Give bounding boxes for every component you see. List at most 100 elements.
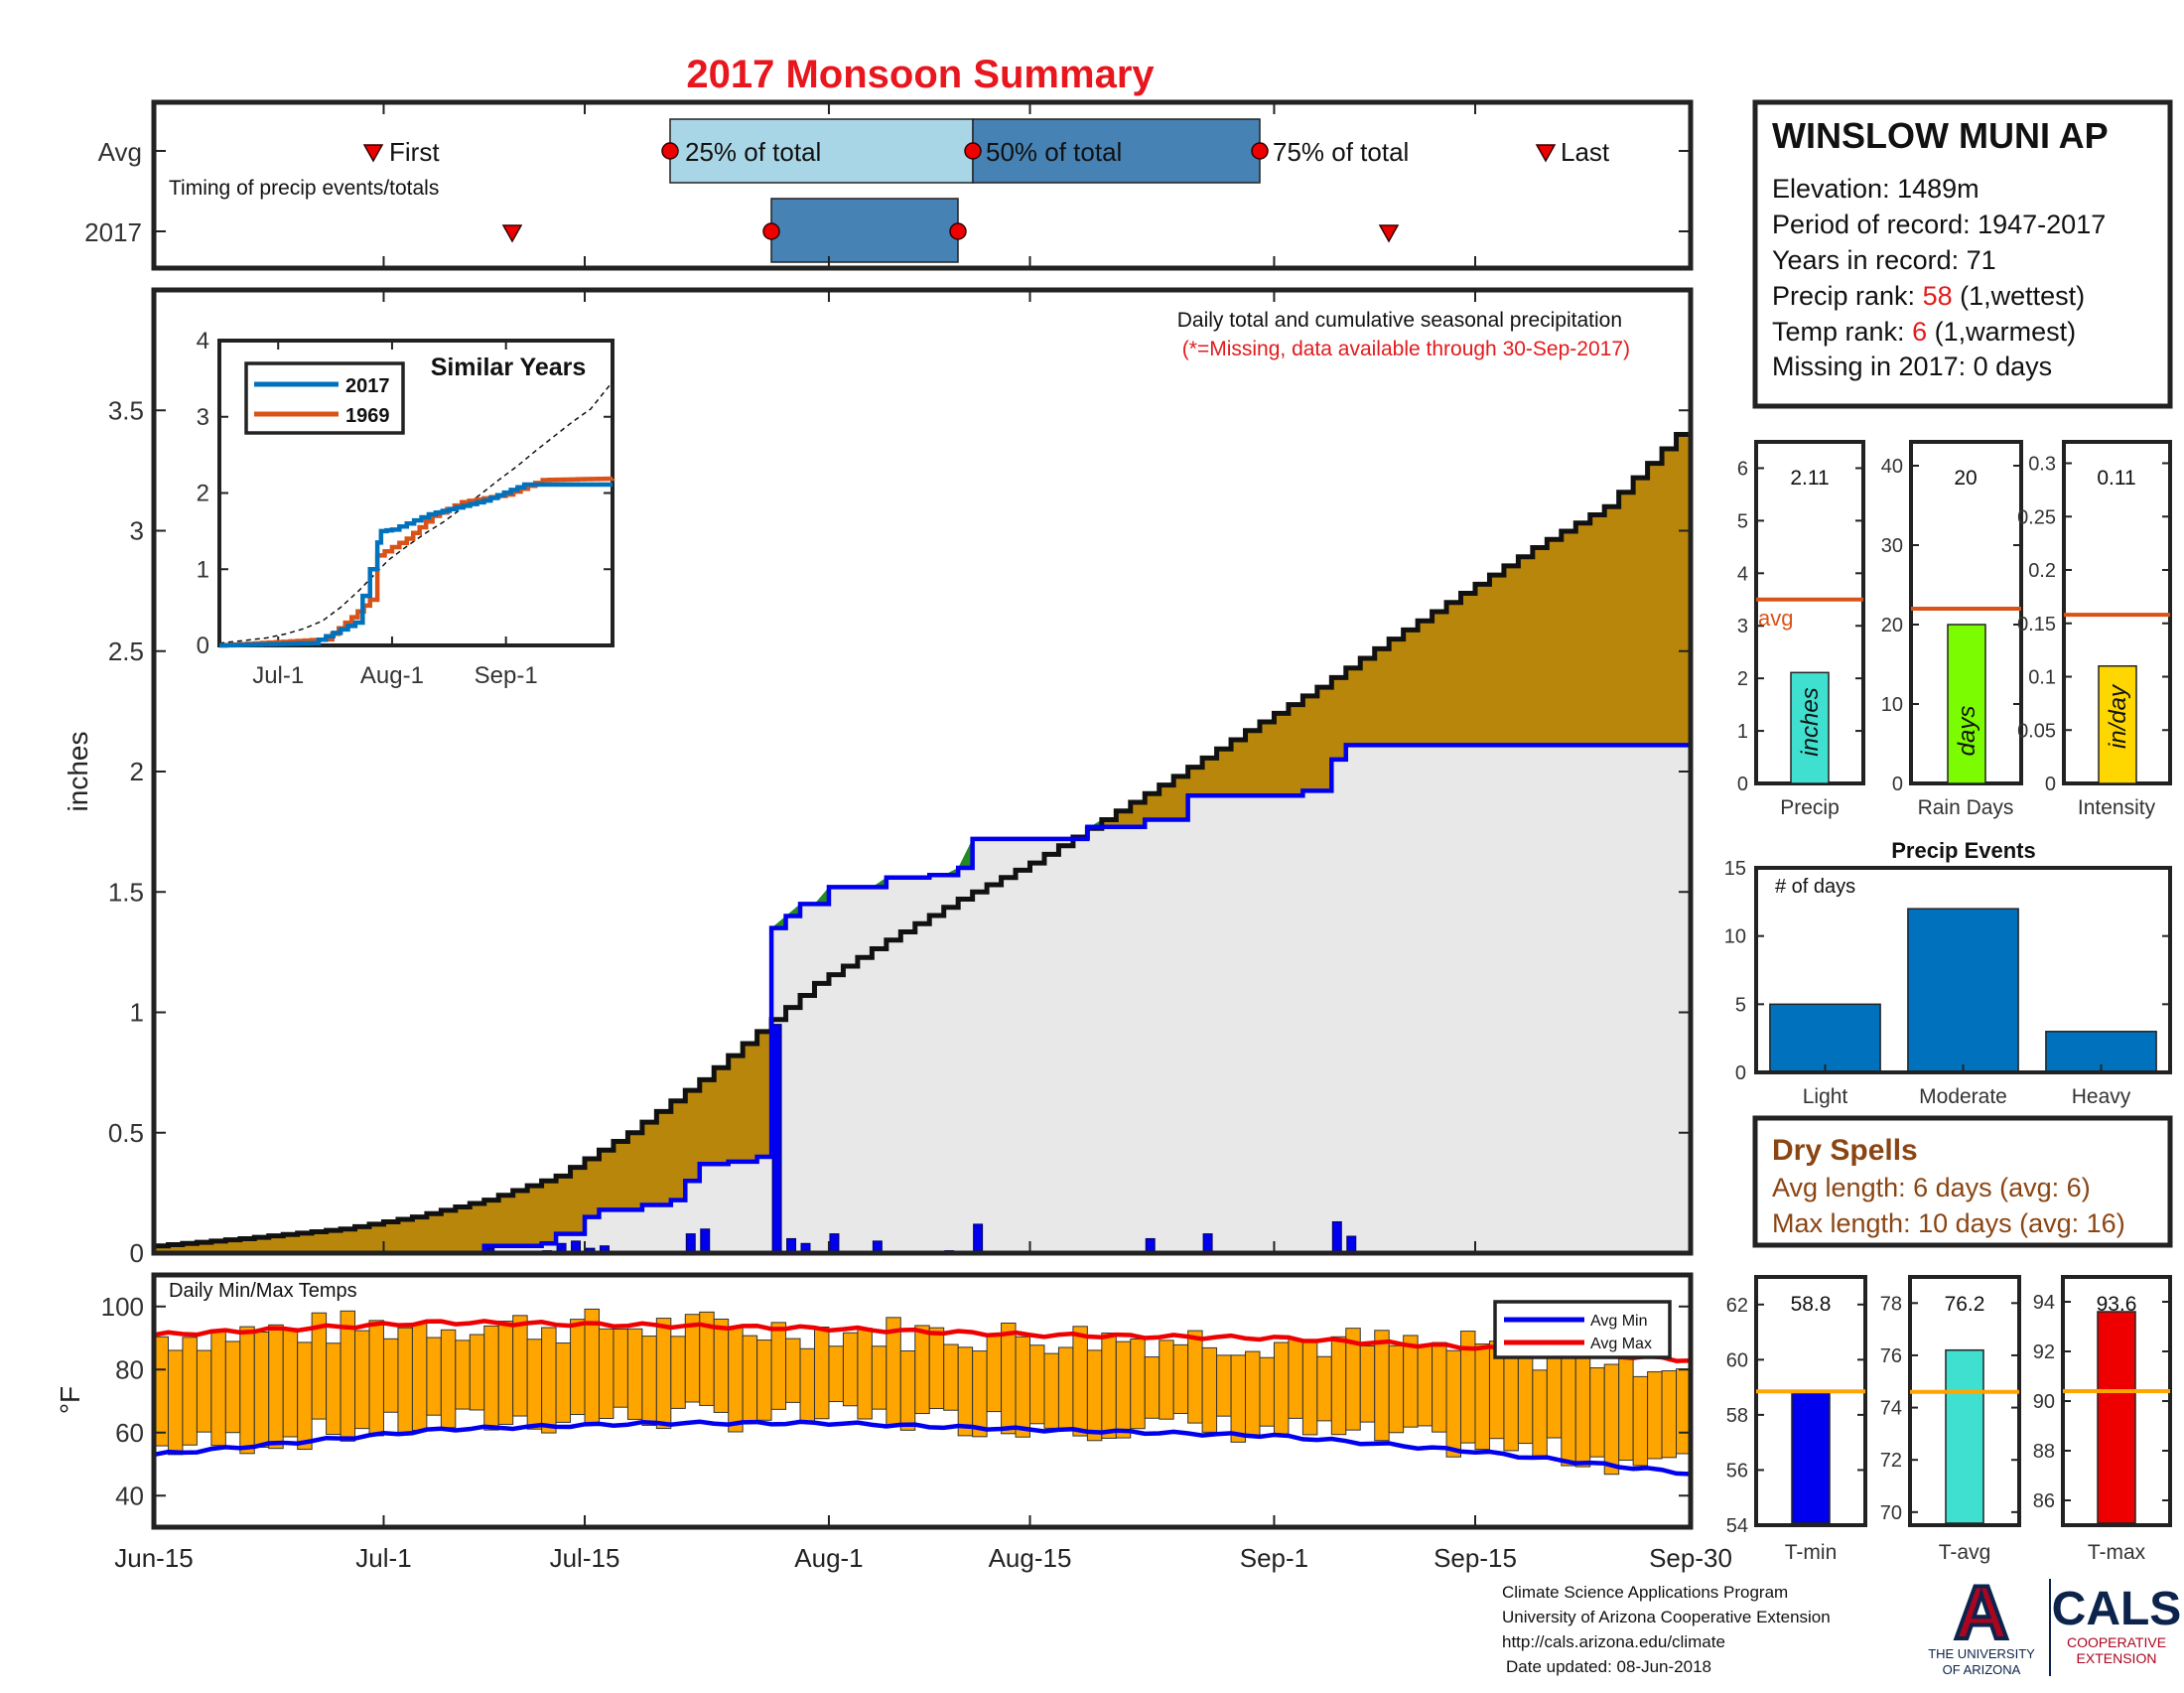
intensity-summary-bar bbox=[2098, 665, 2137, 784]
cals-sub-2: EXTENSION bbox=[2077, 1650, 2157, 1666]
temp-summary-y-tick-label: 92 bbox=[2033, 1341, 2055, 1363]
daily-temp-bar bbox=[368, 1320, 384, 1437]
dry-spells-max: Max length: 10 days (avg: 16) bbox=[1772, 1208, 2125, 1238]
daily-temp-bars bbox=[153, 1308, 1692, 1476]
precip-y-tick-label: 1.5 bbox=[108, 877, 144, 907]
dry-spells-title: Dry Spells bbox=[1772, 1134, 1918, 1167]
raindays-summary-xlabel: Rain Days bbox=[1918, 796, 2014, 819]
daily-temp-bar bbox=[1647, 1371, 1663, 1460]
tmax-value: 93.6 bbox=[2097, 1293, 2137, 1316]
avg-min-line bbox=[153, 1419, 1692, 1477]
tmin-axis: 54 56 58 60 62 bbox=[1726, 1295, 1865, 1537]
daily-temp-bar bbox=[397, 1327, 413, 1436]
daily-temp-bar bbox=[1316, 1355, 1332, 1422]
daily-temp-bar bbox=[626, 1328, 643, 1420]
daily-temp-bar bbox=[512, 1315, 528, 1417]
tmin-bar bbox=[1791, 1391, 1831, 1524]
last-label: Last bbox=[1561, 137, 1610, 167]
avg-50-marker bbox=[964, 142, 982, 160]
daily-temp-bar bbox=[1632, 1375, 1649, 1467]
daily-temp-bar bbox=[770, 1322, 787, 1410]
precip-summary-axis: 0 1 2 3 4 5 6 bbox=[1737, 458, 1863, 795]
legend-1969-label: 1969 bbox=[345, 405, 390, 427]
daily-temp-bar bbox=[411, 1323, 428, 1432]
daily-temp-bar bbox=[210, 1330, 226, 1447]
precip-rank-suffix: (1,wettest) bbox=[1953, 281, 2086, 311]
legend-avgmin-label: Avg Min bbox=[1590, 1313, 1648, 1330]
cumulative-2017-line bbox=[154, 743, 1691, 1256]
intensity-summary-unit: in/day bbox=[2105, 683, 2131, 749]
daily-temp-bar bbox=[1001, 1322, 1017, 1435]
ua-text-1: THE UNIVERSITY bbox=[1928, 1646, 2035, 1661]
daily-temp-bar bbox=[1015, 1336, 1031, 1438]
intensity-summary-panel: 0 0.05 0.1 0.15 0.2 0.25 0.3 0.11 in/day Inten… bbox=[2017, 440, 2172, 819]
daily-temp-bar bbox=[1259, 1356, 1275, 1427]
precip-summary-panel: 0 1 2 3 4 5 6 2.11 inches avg Precip bbox=[1737, 440, 1865, 819]
daily-temp-bar bbox=[282, 1328, 299, 1438]
cals-sub-1: COOPERATIVE bbox=[2067, 1634, 2166, 1650]
summary-y-tick-label: 2 bbox=[1737, 668, 1748, 690]
tmin-value: 58.8 bbox=[1791, 1293, 1832, 1316]
inset-avg-line bbox=[218, 380, 614, 644]
precip-frame bbox=[151, 287, 1694, 1256]
inset-y-tick-label: 2 bbox=[197, 481, 209, 507]
daily-temp-bar bbox=[440, 1329, 457, 1429]
events-axis: Light Moderate Heavy 0 5 10 15 bbox=[1724, 858, 2170, 1108]
daily-temp-bar bbox=[1187, 1330, 1203, 1424]
daily-temp-bar bbox=[1474, 1343, 1490, 1451]
daily-temp-bar bbox=[584, 1308, 600, 1425]
event-category-label: Moderate bbox=[1919, 1085, 2007, 1108]
precip-summary-value: 2.11 bbox=[1790, 467, 1829, 490]
station-elevation: Elevation: 1489m bbox=[1772, 174, 1979, 204]
footer: Climate Science Applications Program Uni… bbox=[1502, 1583, 1831, 1676]
inset-title: Similar Years bbox=[431, 353, 587, 381]
daily-temp-bar bbox=[182, 1337, 198, 1446]
temp-summary-y-tick-label: 60 bbox=[1726, 1349, 1748, 1371]
daily-temp-bar bbox=[297, 1341, 313, 1451]
date-tick-label: Sep-15 bbox=[1433, 1543, 1517, 1573]
precip-rank-label: Precip rank: bbox=[1772, 281, 1923, 311]
daily-temp-bar bbox=[1029, 1344, 1045, 1425]
p75-label: 75% of total bbox=[1273, 137, 1409, 167]
temp-summary-y-tick-label: 94 bbox=[2033, 1292, 2055, 1314]
p50-label: 50% of total bbox=[986, 137, 1122, 167]
daily-temp-bar bbox=[1301, 1340, 1318, 1436]
precip-y-tick-label: 2 bbox=[130, 757, 144, 786]
daily-temp-bar bbox=[555, 1342, 572, 1423]
legend-avgmax-label: Avg Max bbox=[1590, 1336, 1652, 1352]
dry-spells-frame bbox=[1752, 1115, 2173, 1248]
daily-temp-bar bbox=[986, 1334, 1003, 1413]
avg-50-75-box bbox=[972, 118, 1261, 184]
avg-25-50-box bbox=[669, 118, 974, 184]
daily-temp-bar bbox=[914, 1325, 930, 1415]
daily-precip-bar bbox=[685, 1233, 696, 1254]
daily-temp-bar bbox=[354, 1330, 370, 1430]
inset-x-tick-label: Sep-1 bbox=[475, 662, 538, 689]
intensity-summary-axis: 0 0.05 0.1 0.15 0.2 0.25 0.3 bbox=[2017, 454, 2170, 795]
university-logo: A THE UNIVERSITY OF ARIZONA CALS COOPERA… bbox=[1928, 1569, 2181, 1677]
daily-temp-bar bbox=[1159, 1340, 1174, 1420]
inset-x-tick-label: Aug-1 bbox=[360, 662, 424, 689]
daily-temp-bar bbox=[1101, 1333, 1117, 1439]
daily-temp-bar bbox=[1057, 1346, 1074, 1432]
raindays-summary-value: 20 bbox=[1954, 467, 1977, 490]
daily-temp-bar bbox=[253, 1332, 270, 1449]
footer-line-2: University of Arizona Cooperative Extens… bbox=[1502, 1608, 1831, 1626]
daily-temp-bar bbox=[1359, 1344, 1376, 1423]
daily-temp-bar bbox=[326, 1342, 341, 1436]
temp-frame bbox=[151, 1272, 1694, 1530]
summary-y-tick-label: 0 bbox=[1892, 774, 1903, 795]
inset-legend bbox=[244, 361, 405, 435]
inset-y-tick-label: 0 bbox=[197, 633, 209, 659]
precip-events-panel: Light Moderate Heavy 0 5 10 15 Precip Events #… bbox=[1724, 838, 2172, 1108]
precip-rank-value: 58 bbox=[1923, 281, 1953, 311]
footer-line-1: Climate Science Applications Program bbox=[1502, 1583, 1788, 1602]
avg-max-line bbox=[153, 1319, 1692, 1363]
daily-temp-bar bbox=[1086, 1349, 1103, 1442]
daily-temp-bar bbox=[167, 1349, 184, 1456]
events-title: Precip Events bbox=[1891, 838, 2036, 863]
date-axis: Jun-15 Jul-1 Jul-15 Aug-1 Aug-15 Sep-1 Sep-15 S… bbox=[114, 290, 1732, 1573]
daily-temp-bar bbox=[426, 1337, 442, 1416]
y2017-last-marker bbox=[1378, 224, 1400, 243]
events-ylabel: # of days bbox=[1775, 876, 1855, 898]
